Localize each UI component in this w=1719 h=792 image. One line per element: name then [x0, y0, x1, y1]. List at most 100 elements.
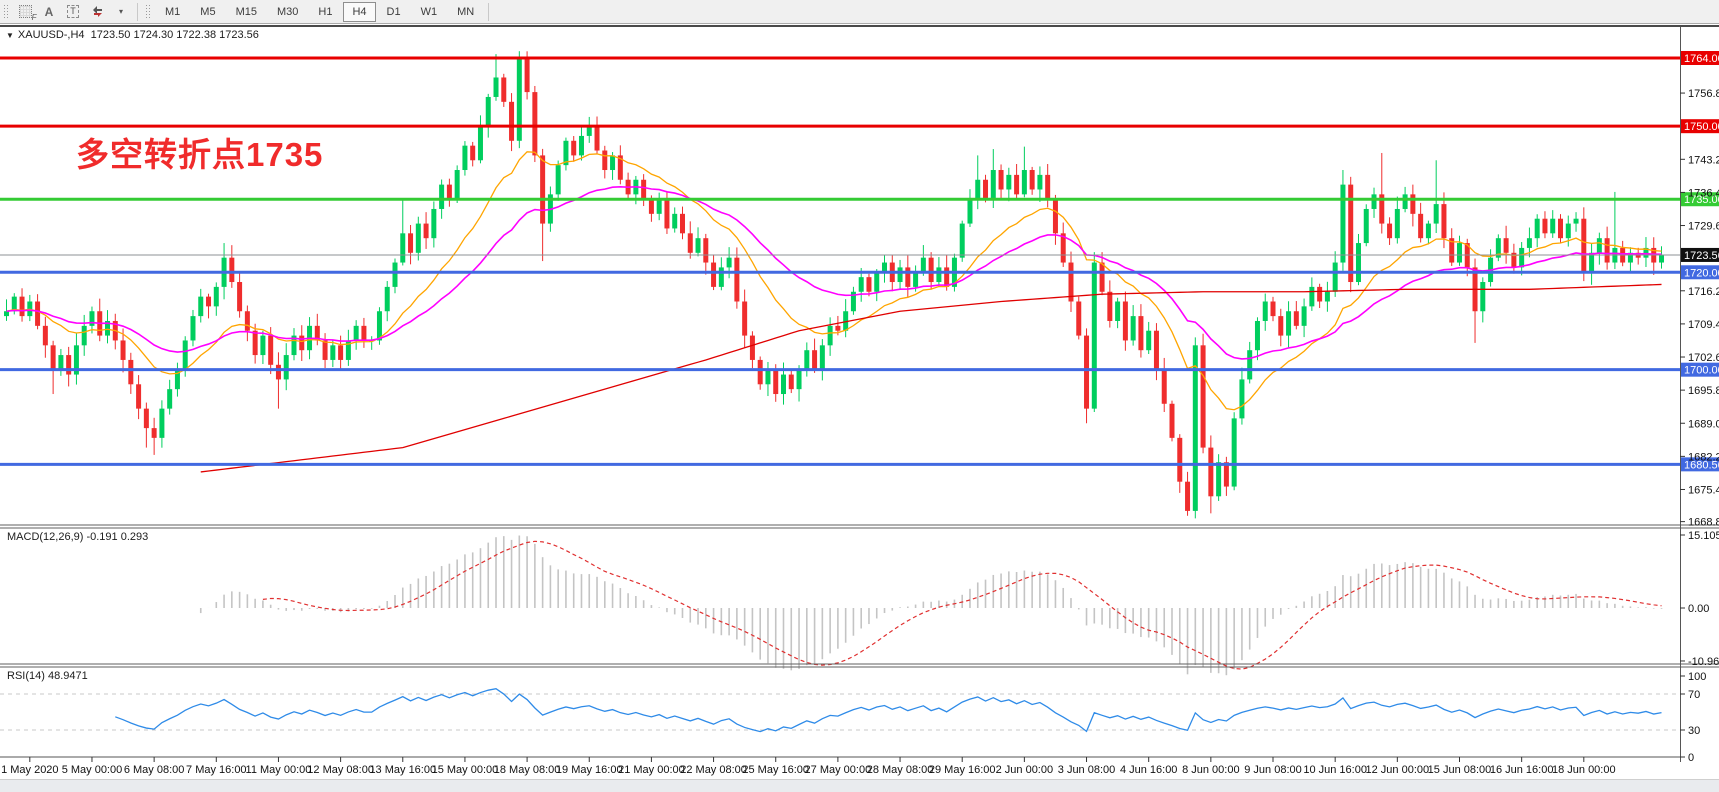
timeframe-button-m15[interactable]: M15	[227, 2, 266, 22]
text-box-t-icon[interactable]: T	[62, 2, 84, 22]
candle-body	[423, 223, 429, 239]
candle-body	[190, 316, 196, 341]
price-level-badge[interactable]	[1681, 457, 1719, 472]
candle-body	[454, 170, 460, 200]
time-axis-label: 29 May 16:00	[929, 764, 996, 776]
ma-slow-red-line	[200, 283, 1662, 473]
price-level-badge[interactable]	[1681, 119, 1719, 134]
candle-body	[182, 340, 188, 370]
candle-body	[1348, 184, 1354, 283]
text-label-a-icon[interactable]: A	[38, 2, 60, 22]
time-axis-label: 28 May 08:00	[867, 764, 934, 776]
bottom-scrollbar-strip[interactable]	[0, 779, 1719, 792]
candle-body	[244, 311, 250, 331]
timeframe-button-h4[interactable]: H4	[343, 1, 376, 22]
chevron-down-icon[interactable]: ▼	[6, 31, 14, 40]
candle-body	[742, 301, 748, 336]
toolbar-drag-handle[interactable]	[145, 3, 152, 20]
time-axis-label: 22 May 08:00	[680, 764, 747, 776]
candle-body	[50, 345, 56, 370]
candle-body	[439, 184, 445, 209]
candle-body	[819, 345, 825, 370]
price-level-badge[interactable]	[1681, 265, 1719, 280]
candle-body	[1099, 262, 1105, 292]
candle-body	[617, 155, 623, 180]
candle-body	[524, 58, 530, 93]
candle-body	[1526, 238, 1532, 248]
candle-body	[866, 277, 872, 292]
timeframe-button-m30[interactable]: M30	[268, 2, 307, 22]
candle-body	[1449, 238, 1455, 263]
time-axis-label: 6 May 08:00	[124, 764, 185, 776]
candle-body	[1410, 194, 1416, 214]
candle-body	[1534, 218, 1540, 239]
profiles-f-icon[interactable]: F	[14, 2, 37, 22]
timeframe-button-mn[interactable]: MN	[448, 2, 483, 22]
candle-body	[431, 208, 437, 239]
price-level-badge[interactable]	[1681, 247, 1719, 262]
price-level-badge[interactable]	[1681, 192, 1719, 207]
candle-body	[1192, 345, 1198, 511]
candle-body	[392, 262, 398, 287]
candle-body	[1363, 208, 1369, 244]
candle-body	[1643, 247, 1649, 258]
candle-body	[1332, 262, 1338, 292]
candle-body	[804, 350, 810, 370]
candle-body	[291, 335, 297, 356]
candle-body	[275, 364, 281, 380]
price-level-badge-text: 1764.00	[1684, 53, 1719, 65]
candle-body	[812, 350, 818, 370]
cursor-arrows-icon[interactable]	[86, 2, 108, 22]
candle-body	[641, 179, 647, 200]
chart-annotation[interactable]: 多空转折点1735	[76, 136, 324, 173]
candle-body	[1286, 311, 1292, 336]
timeframe-button-m1[interactable]: M1	[156, 2, 189, 22]
candle-body	[765, 369, 771, 385]
price-level-badge-text: 1735.00	[1684, 194, 1719, 206]
candle-body	[1596, 238, 1602, 253]
candle-body	[174, 369, 180, 390]
candle-body	[1558, 218, 1563, 239]
chart-symbol-title[interactable]: ▼ XAUUSD-,H4 1723.50 1724.30 1722.38 1723…	[6, 29, 259, 41]
macd-tick-label: -10.963	[1688, 656, 1719, 668]
candle-body	[835, 325, 841, 331]
timeframe-button-w1[interactable]: W1	[412, 2, 447, 22]
candle-body	[1519, 247, 1525, 268]
candle-body	[540, 155, 546, 224]
candle-body	[672, 213, 678, 229]
price-level-badge[interactable]	[1681, 362, 1719, 377]
candle-body	[1433, 204, 1439, 224]
rsi-tick-label: 70	[1688, 689, 1700, 701]
candle-body	[734, 257, 740, 302]
candle-body	[1394, 208, 1400, 239]
candle-body	[687, 233, 693, 253]
candle-body	[159, 408, 165, 438]
candle-body	[944, 267, 950, 287]
candle-body	[151, 428, 157, 438]
timeframe-button-h1[interactable]: H1	[309, 2, 341, 22]
timeframe-button-m5[interactable]: M5	[191, 2, 224, 22]
candle-body	[1161, 369, 1167, 404]
time-axis-label: 8 Jun 00:00	[1182, 764, 1240, 776]
time-axis-label: 5 May 00:00	[62, 764, 123, 776]
rsi-layer	[0, 688, 1680, 733]
candle-body	[19, 296, 25, 317]
candle-body	[120, 340, 126, 360]
price-tick-label: 1756.80	[1688, 88, 1719, 100]
dropdown-caret-icon[interactable]: ▾	[110, 2, 132, 22]
candle-body	[252, 330, 258, 356]
candle-body	[1387, 223, 1393, 239]
toolbar-drag-handle[interactable]	[3, 3, 10, 20]
candle-body	[679, 213, 685, 234]
candle-body	[874, 272, 880, 292]
candle-body	[509, 101, 515, 141]
candle-body	[1324, 291, 1330, 302]
timeframe-button-d1[interactable]: D1	[378, 2, 410, 22]
candle-body	[610, 155, 616, 171]
price-level-badge[interactable]	[1681, 51, 1719, 65]
candle-body	[555, 165, 561, 195]
macd-tick-label: 15.105	[1688, 530, 1719, 542]
candle-body	[1130, 316, 1136, 341]
candle-body	[967, 199, 973, 224]
